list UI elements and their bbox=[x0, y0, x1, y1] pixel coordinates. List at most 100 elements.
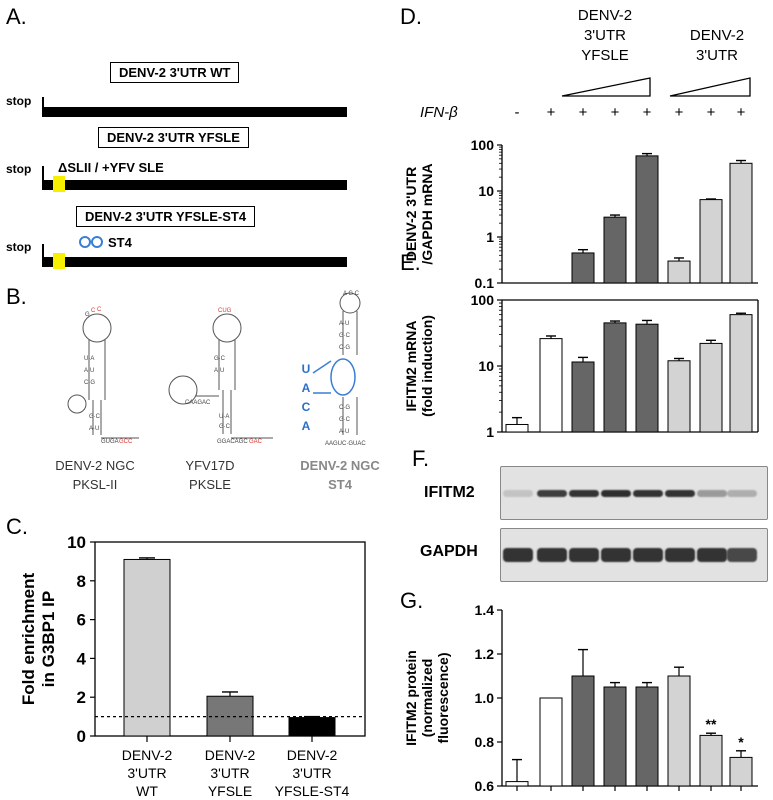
blot-band bbox=[633, 548, 663, 562]
bar bbox=[635, 155, 659, 284]
stop-codon-st4: stop bbox=[6, 240, 32, 254]
panel-f-label: F. bbox=[412, 446, 430, 471]
utr-bar-st4 bbox=[42, 257, 347, 267]
x-tick-label: DENV-2 bbox=[205, 747, 256, 763]
bar bbox=[603, 686, 627, 787]
panel-d-label: D. bbox=[400, 4, 422, 29]
svg-text:A·U: A·U bbox=[339, 321, 349, 327]
chart-fold-enrichment: 0 2 4 6 8 10 Fold enrichment in G3BP1 IP DENV-2 3… bbox=[19, 533, 366, 799]
stop-tick-yfsle bbox=[42, 166, 44, 186]
x-tick-label: YFSLE-ST4 bbox=[275, 783, 350, 799]
caption-line: DENV-2 NGC bbox=[300, 458, 380, 473]
y-axis-label: in G3BP1 IP bbox=[39, 591, 58, 687]
panel-g-label: G. bbox=[400, 588, 424, 613]
blot-band bbox=[601, 489, 631, 497]
western-blot-ifitm2 bbox=[500, 466, 768, 520]
ifn-sign: + bbox=[578, 104, 588, 121]
bar bbox=[571, 252, 595, 284]
construct-wt-label: DENV-2 3'UTR WT bbox=[110, 62, 240, 83]
significance-label: ** bbox=[706, 716, 717, 732]
group-label-line: 3'UTR bbox=[695, 47, 739, 64]
x-tick-label: YFSLE bbox=[208, 783, 252, 799]
bar bbox=[603, 322, 627, 433]
y-tick-label: 4 bbox=[77, 649, 87, 668]
yfv-sle-insert bbox=[53, 176, 65, 192]
ifn-sign: + bbox=[642, 104, 652, 121]
y-tick-label: 0 bbox=[77, 727, 86, 746]
caption-line: YFV17D bbox=[185, 458, 235, 473]
y-tick-label: 10 bbox=[67, 533, 86, 552]
y-tick-label: 1 bbox=[486, 424, 494, 440]
svg-text:G·C: G·C bbox=[219, 424, 231, 430]
chart-ifitm2-protein: 0.6 0.8 1.0 1.2 1.4 IFITM2 protein (normalized… bbox=[403, 602, 758, 794]
st4-annotation: ST4 bbox=[108, 235, 132, 250]
svg-text:GGACAGC: GGACAGC bbox=[217, 439, 248, 445]
svg-text:C: C bbox=[91, 308, 96, 314]
svg-text:AAGUC·GUAC: AAGUC·GUAC bbox=[325, 441, 366, 447]
y-tick-label: 10 bbox=[478, 183, 494, 199]
svg-text:CAAGAC: CAAGAC bbox=[185, 400, 211, 406]
bar bbox=[603, 216, 627, 284]
western-blot-gapdh bbox=[500, 528, 768, 582]
group-label-line: DENV-2 bbox=[689, 27, 745, 44]
st4-mutation-icon bbox=[79, 236, 103, 248]
structure-caption-st4: DENV-2 NGC ST4 bbox=[285, 458, 395, 492]
bar bbox=[505, 423, 529, 433]
bar bbox=[699, 342, 723, 433]
svg-text:G·C: G·C bbox=[339, 333, 351, 339]
st4-letter: U bbox=[301, 362, 311, 376]
bar bbox=[667, 360, 691, 433]
svg-text:C·G: C·G bbox=[84, 380, 95, 386]
x-tick-label: 3'UTR bbox=[127, 765, 166, 781]
bar bbox=[505, 781, 529, 787]
caption-line: PKSL-II bbox=[72, 477, 118, 492]
bar bbox=[729, 314, 753, 433]
blot-band bbox=[503, 489, 533, 497]
svg-text:A G C: A G C bbox=[343, 291, 360, 297]
ifn-beta-label: IFN-β bbox=[420, 104, 458, 121]
y-axis-label: (normalized bbox=[419, 659, 435, 738]
bar bbox=[123, 558, 171, 737]
structure-caption-pksl-ii: DENV-2 NGC PKSL-II bbox=[40, 458, 150, 492]
svg-text:C·G: C·G bbox=[339, 405, 350, 411]
yfsle-annotation: ΔSLII / +YFV SLE bbox=[58, 160, 164, 175]
blot-band bbox=[537, 548, 567, 562]
y-tick-label: 10 bbox=[478, 358, 494, 374]
blot-band bbox=[727, 548, 757, 562]
svg-text:CUG: CUG bbox=[218, 308, 232, 314]
x-tick-label: 3'UTR bbox=[292, 765, 331, 781]
svg-text:G·C: G·C bbox=[89, 414, 101, 420]
svg-text:A·U: A·U bbox=[89, 426, 99, 432]
blot-label-ifitm2: IFITM2 bbox=[424, 484, 475, 501]
bar bbox=[571, 361, 595, 433]
svg-text:G·C: G·C bbox=[214, 356, 226, 362]
svg-text:U·A: U·A bbox=[219, 414, 229, 420]
y-axis-label: /GAPDH mRNA bbox=[419, 163, 435, 264]
y-tick-label: 2 bbox=[77, 688, 86, 707]
group-label-line: YFSLE bbox=[581, 47, 629, 64]
bar bbox=[635, 686, 659, 787]
y-tick-label: 8 bbox=[77, 572, 86, 591]
y-tick-label: 1 bbox=[486, 229, 494, 245]
st4-loop-letters: U A C A bbox=[298, 360, 314, 436]
st4-letter: A bbox=[301, 381, 311, 395]
bar bbox=[539, 697, 563, 787]
yfv-sle-insert-st4 bbox=[53, 253, 65, 269]
bar bbox=[729, 756, 753, 787]
bar bbox=[667, 675, 691, 787]
blot-band bbox=[503, 548, 533, 562]
y-axis-label: DENV-2 3'UTR bbox=[403, 167, 419, 261]
svg-text:A·U: A·U bbox=[84, 368, 94, 374]
bar bbox=[699, 199, 723, 284]
panel-c-label: C. bbox=[6, 514, 28, 539]
svg-text:A·U: A·U bbox=[214, 368, 224, 374]
ifn-sign: - bbox=[514, 104, 520, 121]
blot-band bbox=[697, 548, 727, 562]
y-tick-label: 100 bbox=[471, 137, 495, 153]
rna-structure-pksl-ii: GC C U·AA·UC·G G·CA·U GUGA GCC bbox=[67, 307, 139, 445]
svg-text:GAC: GAC bbox=[249, 439, 263, 445]
bar bbox=[729, 162, 753, 284]
y-tick-label: 100 bbox=[471, 292, 495, 308]
ifn-sign: + bbox=[736, 104, 746, 121]
ifn-sign: + bbox=[674, 104, 684, 121]
